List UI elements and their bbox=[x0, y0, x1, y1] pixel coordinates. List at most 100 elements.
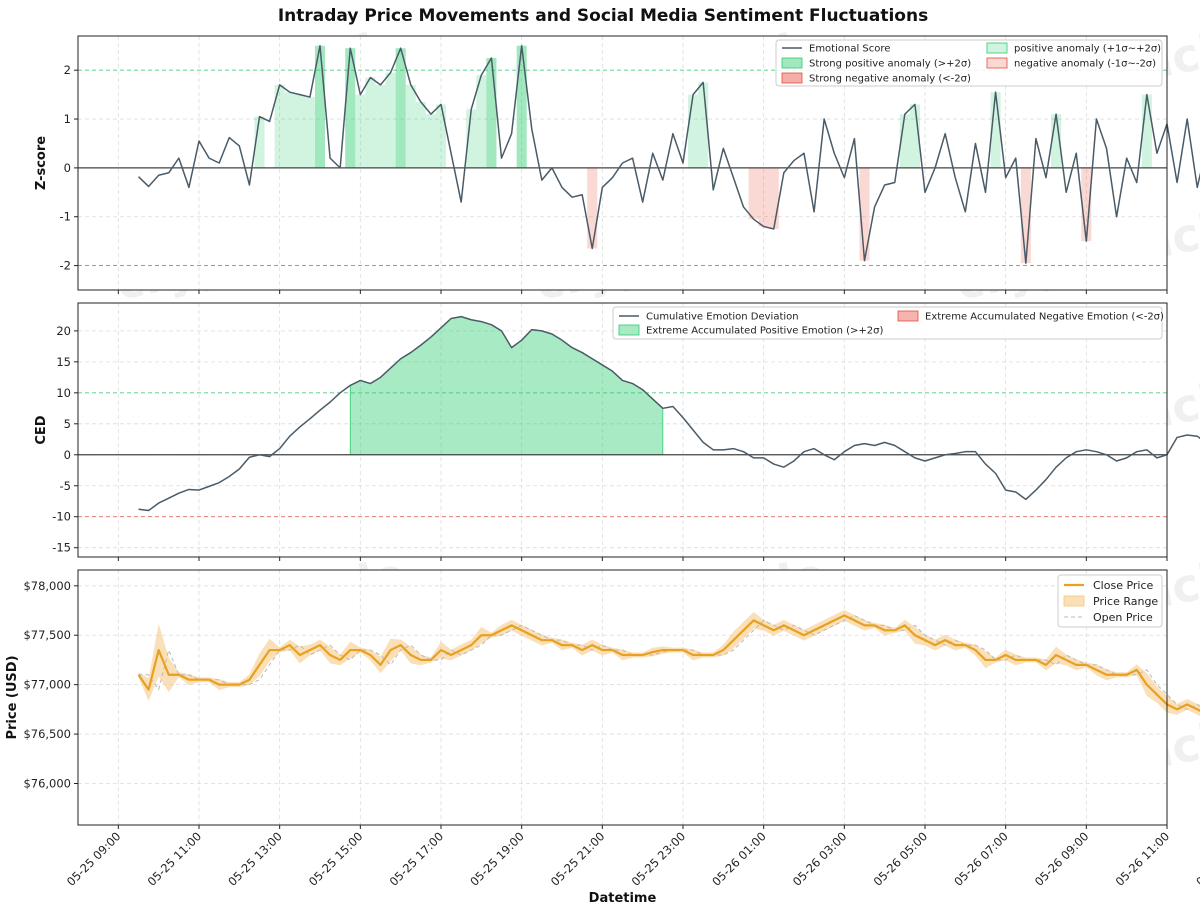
x-tick-label: 05-26 09:00 bbox=[1032, 829, 1092, 889]
ced-panel: -15 -10 -5 0 5 10 15 20 CED Cumulative Emotion De… bbox=[34, 302, 1200, 561]
x-tick-label: 05-25 23:00 bbox=[629, 829, 689, 889]
plot-area bbox=[78, 570, 1167, 825]
x-tick-label: 05-26 13:00 bbox=[1193, 829, 1200, 889]
positive-anomaly-band bbox=[385, 72, 396, 168]
legend-label: Extreme Accumulated Positive Emotion (>+… bbox=[646, 326, 883, 337]
emotional-score-line bbox=[137, 45, 1200, 264]
positive-anomaly-band bbox=[688, 94, 699, 168]
positive-anomaly-band bbox=[466, 109, 477, 168]
legend: Emotional Score positive anomaly (+1σ~+2σ… bbox=[775, 39, 1163, 87]
positive-anomaly-band bbox=[486, 57, 497, 168]
negative-anomaly-band bbox=[748, 167, 759, 220]
plot-frame bbox=[77, 569, 1168, 826]
legend-label: negative anomaly (-1σ~-2σ) bbox=[1014, 59, 1156, 70]
positive-anomaly-band bbox=[304, 97, 315, 168]
y-tick-label: 1 bbox=[64, 112, 71, 126]
emotional-score-panel: -2 -1 0 1 2 Z-score Emotional Score positive an… bbox=[34, 35, 1200, 294]
plot-area bbox=[78, 303, 1167, 557]
price-range-band bbox=[138, 610, 1200, 717]
legend-frame bbox=[612, 306, 1163, 340]
x-tick-label: 05-26 03:00 bbox=[790, 829, 850, 889]
positive-anomaly-band bbox=[375, 84, 386, 168]
x-tick-label: 05-26 01:00 bbox=[709, 829, 769, 889]
positive-anomaly-band bbox=[909, 104, 920, 168]
negative-anomaly-band bbox=[1081, 167, 1092, 242]
legend-swatch-patch bbox=[897, 310, 919, 322]
plot-frame bbox=[77, 302, 1168, 558]
legend-label: Cumulative Emotion Deviation bbox=[646, 312, 799, 323]
legend-label: Close Price bbox=[1093, 579, 1154, 592]
negative-anomaly-band bbox=[1020, 167, 1031, 264]
y-tick-label: $76,000 bbox=[23, 776, 71, 790]
positive-anomaly-band bbox=[274, 84, 285, 168]
legend-label: Strong negative anomaly (<-2σ) bbox=[809, 74, 971, 85]
y-tick-label: 0 bbox=[64, 161, 71, 175]
x-tick-label: 05-25 15:00 bbox=[306, 829, 366, 889]
negative-anomaly-band bbox=[587, 167, 598, 249]
positive-anomaly-band bbox=[284, 92, 295, 168]
y-tick-label: $77,000 bbox=[23, 678, 71, 692]
x-tick-label: 05-26 07:00 bbox=[951, 829, 1011, 889]
y-tick-label: 5 bbox=[64, 417, 71, 431]
positive-anomaly-band bbox=[395, 48, 406, 168]
y-axis-label: CED bbox=[34, 415, 49, 444]
negative-anomaly-band bbox=[859, 167, 870, 261]
legend-swatch-patch bbox=[986, 42, 1008, 54]
x-tick-label: 05-25 09:00 bbox=[64, 829, 124, 889]
legend-swatch-patch bbox=[618, 324, 640, 336]
y-tick-label: -10 bbox=[52, 510, 71, 524]
x-axis-label: Datetime bbox=[589, 891, 657, 906]
ced-line bbox=[138, 315, 1200, 512]
positive-anomaly-band bbox=[355, 94, 366, 168]
legend: Close Price Price Range Open Price bbox=[1057, 574, 1163, 628]
y-tick-label: -1 bbox=[60, 210, 71, 224]
legend-frame bbox=[1057, 574, 1163, 628]
y-tick-label: 0 bbox=[64, 448, 71, 462]
y-tick-label: $77,500 bbox=[23, 628, 71, 642]
x-tick-label: 05-25 13:00 bbox=[225, 829, 285, 889]
legend-label: Open Price bbox=[1093, 611, 1153, 624]
y-tick-label: $78,000 bbox=[23, 579, 71, 593]
x-tick-label: 05-25 11:00 bbox=[145, 829, 205, 889]
legend-label: Extreme Accumulated Negative Emotion (<-… bbox=[925, 312, 1164, 323]
legend-swatch-patch bbox=[1063, 595, 1085, 607]
positive-anomaly-band bbox=[425, 114, 436, 168]
positive-anomaly-band bbox=[365, 77, 376, 168]
legend-label: Emotional Score bbox=[809, 44, 890, 55]
legend-swatch-patch bbox=[781, 57, 803, 69]
legend-label: Strong positive anomaly (>+2σ) bbox=[809, 59, 971, 70]
negative-anomaly-band bbox=[758, 167, 769, 227]
y-tick-label: -5 bbox=[60, 479, 71, 493]
y-tick-label: -15 bbox=[52, 541, 71, 555]
positive-anomaly-band bbox=[405, 84, 416, 168]
y-tick-label: 20 bbox=[56, 324, 71, 338]
y-axis-label: Z-score bbox=[34, 136, 49, 190]
positive-anomaly-band bbox=[314, 45, 326, 168]
legend-label: Price Range bbox=[1093, 595, 1158, 608]
y-tick-label: 10 bbox=[56, 386, 71, 400]
y-tick-label: 15 bbox=[56, 355, 71, 369]
x-tick-label: 05-25 21:00 bbox=[548, 829, 608, 889]
price-panel: $76,000 $76,500 $77,000 $77,500 $78,000 05-25… bbox=[5, 569, 1200, 906]
positive-anomaly-band bbox=[899, 114, 910, 168]
y-tick-label: $76,500 bbox=[23, 727, 71, 741]
y-axis-label: Price (USD) bbox=[5, 655, 20, 739]
positive-anomaly-band bbox=[1051, 114, 1062, 168]
positive-anomaly-band bbox=[476, 75, 487, 168]
legend-swatch-patch bbox=[781, 72, 803, 84]
positive-anomaly-band bbox=[345, 48, 356, 168]
close-price-line bbox=[137, 614, 1200, 712]
positive-anomaly-band bbox=[415, 101, 426, 168]
legend-label: positive anomaly (+1σ~+2σ) bbox=[1014, 44, 1161, 55]
x-tick-label: 05-26 11:00 bbox=[1113, 829, 1173, 889]
plot-frame bbox=[77, 35, 1168, 291]
legend-frame bbox=[775, 39, 1163, 87]
x-tick-label: 05-25 19:00 bbox=[467, 829, 527, 889]
positive-anomaly-band bbox=[254, 116, 265, 168]
positive-anomaly-band bbox=[990, 92, 1001, 168]
positive-anomaly-band bbox=[1141, 94, 1152, 168]
negative-anomaly-band bbox=[768, 167, 779, 229]
legend-swatch-patch bbox=[986, 57, 1008, 69]
positive-anomaly-band bbox=[435, 104, 447, 168]
